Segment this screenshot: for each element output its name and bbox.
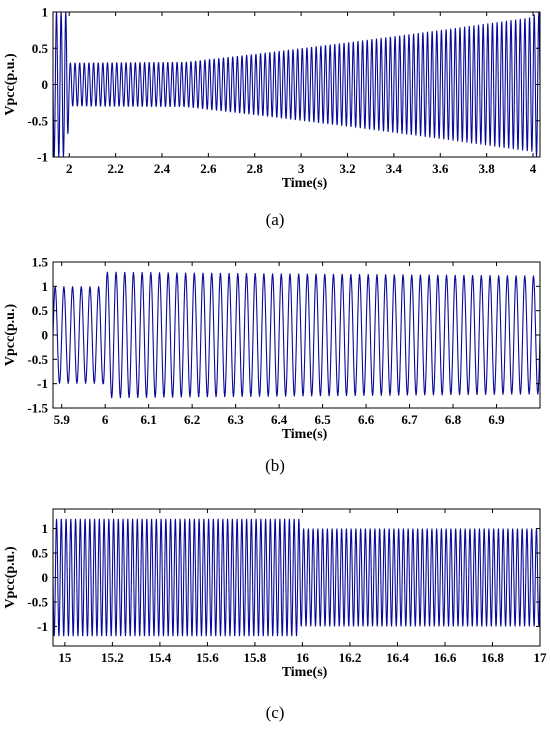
y-tick-label: -0.5 <box>27 594 48 609</box>
y-tick-label: 0.5 <box>32 41 49 56</box>
x-tick-label: 6.4 <box>271 412 288 427</box>
y-tick-label: 0 <box>42 77 49 92</box>
x-tick-label: 6.5 <box>314 412 331 427</box>
caption-c: (c) <box>265 703 285 722</box>
chart-a: 2 2.2 2.4 2.6 2.8 3 3.2 3.4 3.6 3.8 4 -1 -0.5 0 0.5 1 Ti… <box>3 5 541 191</box>
x-tick-label: 2.6 <box>200 161 217 176</box>
series-line-0 <box>52 518 541 637</box>
x-tick-label: 15 <box>58 650 72 665</box>
x-tick-label: 17 <box>534 650 548 665</box>
x-tick-label: 15.6 <box>196 650 219 665</box>
y-tick-label: -0.5 <box>27 352 48 367</box>
x-tick-label: 3.6 <box>432 161 449 176</box>
chart-panel-c: 15 15.2 15.4 15.6 15.8 16 16.2 16.4 16.6 16.8 17 -1… <box>0 496 550 701</box>
x-axis-label: Time(s) <box>282 427 328 442</box>
chart-c: 15 15.2 15.4 15.6 15.8 16 16.2 16.4 16.6 16.8 17 -1… <box>3 508 548 680</box>
x-tick-label: 6.8 <box>445 412 462 427</box>
x-tick-label: 6.1 <box>141 412 157 427</box>
y-tick-label: -1 <box>37 150 48 165</box>
x-tick-label: 6.9 <box>488 412 505 427</box>
y-axis-label: Vpcc(p.u.) <box>3 53 18 116</box>
chart-panel-a: 2 2.2 2.4 2.6 2.8 3 3.2 3.4 3.6 3.8 4 -1 -0.5 0 0.5 1 Ti… <box>0 0 550 205</box>
x-axis-label: Time(s) <box>282 665 328 680</box>
y-axis-label: Vpcc(p.u.) <box>3 304 18 367</box>
y-tick-label: -1 <box>37 619 48 634</box>
x-tick-label: 2.4 <box>154 161 171 176</box>
x-tick-label: 6.7 <box>401 412 418 427</box>
x-tick-label: 2 <box>66 161 73 176</box>
x-tick-label: 3.4 <box>386 161 403 176</box>
y-tick-label: 1 <box>42 521 49 536</box>
x-tick-label: 3.8 <box>479 161 496 176</box>
chart-b: 5.9 6 6.1 6.2 6.3 6.4 6.5 6.6 6.7 6.8 6.9 -1.5 -1 -0.… <box>3 255 541 442</box>
y-tick-label: 1.5 <box>32 255 49 270</box>
x-tick-label: 2.8 <box>247 161 264 176</box>
caption-b: (b) <box>265 456 285 475</box>
y-tick-label: -0.5 <box>27 113 48 128</box>
y-tick-label: 1 <box>42 279 49 294</box>
y-tick-label: 0.5 <box>32 546 49 561</box>
x-tick-label: 6.2 <box>184 412 200 427</box>
x-tick-label: 6.3 <box>228 412 245 427</box>
x-tick-label: 16.4 <box>386 650 409 665</box>
x-tick-label: 4 <box>530 161 537 176</box>
x-tick-label: 5.9 <box>54 412 71 427</box>
x-tick-label: 6 <box>102 412 109 427</box>
x-tick-label: 16.6 <box>434 650 457 665</box>
x-tick-label: 3.2 <box>339 161 355 176</box>
x-tick-label: 15.8 <box>244 650 267 665</box>
y-tick-label: -1 <box>37 376 48 391</box>
y-tick-label: 0 <box>42 328 49 343</box>
x-tick-label: 16 <box>296 650 310 665</box>
series-line-0 <box>52 11 541 158</box>
x-tick-label: 6.6 <box>358 412 375 427</box>
chart-panel-b: 5.9 6 6.1 6.2 6.3 6.4 6.5 6.6 6.7 6.8 6.9 -1.5 -1 -0.… <box>0 248 550 453</box>
y-tick-label: 0.5 <box>32 303 49 318</box>
y-tick-label: 1 <box>42 5 49 20</box>
series-line-0 <box>52 271 541 399</box>
x-tick-label: 2.2 <box>107 161 123 176</box>
x-tick-label: 15.4 <box>149 650 172 665</box>
y-axis-label: Vpcc(p.u.) <box>3 546 18 609</box>
y-tick-label: 0 <box>42 570 49 585</box>
caption-a: (a) <box>265 210 285 229</box>
x-tick-label: 16.2 <box>339 650 362 665</box>
y-tick-label: -1.5 <box>27 401 48 416</box>
x-axis-label: Time(s) <box>282 176 328 191</box>
x-tick-label: 3 <box>298 161 305 176</box>
x-tick-label: 16.8 <box>481 650 504 665</box>
x-tick-label: 15.2 <box>101 650 124 665</box>
